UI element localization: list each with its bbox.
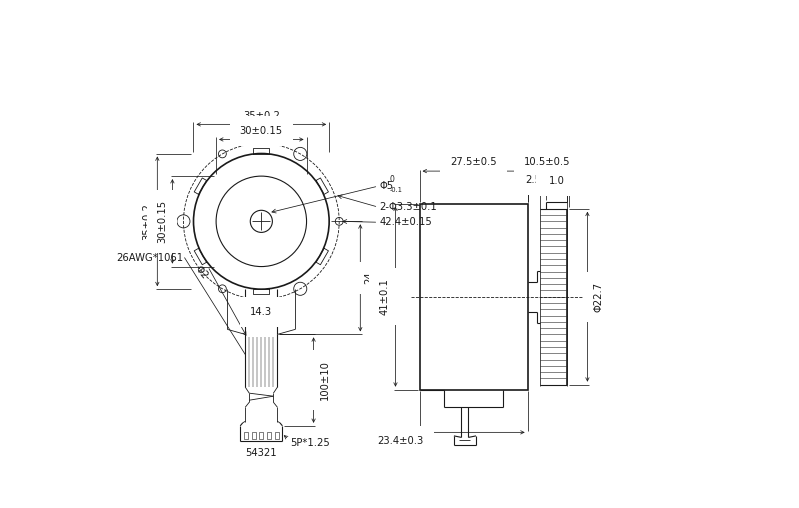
Text: 26AWG*1061: 26AWG*1061 [117, 252, 184, 263]
Text: 24: 24 [364, 272, 375, 284]
Bar [419, 204, 527, 390]
Text: 6.0: 6.0 [546, 175, 562, 184]
Text: 42.4±0.15: 42.4±0.15 [380, 217, 432, 227]
Text: Φ5: Φ5 [380, 181, 394, 191]
Text: 2.5: 2.5 [526, 175, 542, 184]
Text: 5P*1.25: 5P*1.25 [290, 438, 330, 449]
Bar [244, 432, 248, 439]
Bar [260, 432, 264, 439]
Text: 35±0.2: 35±0.2 [142, 203, 153, 240]
Text: 14.3: 14.3 [250, 307, 272, 317]
Text: 2-Φ3.3±0.1: 2-Φ3.3±0.1 [380, 202, 437, 212]
Text: -0.1: -0.1 [390, 187, 403, 193]
Bar [252, 432, 256, 439]
Bar [267, 432, 271, 439]
Text: 30±0.15: 30±0.15 [157, 200, 167, 243]
Text: 30±0.15: 30±0.15 [240, 126, 283, 137]
Text: 10.5±0.5: 10.5±0.5 [524, 157, 570, 167]
Text: 54321: 54321 [245, 449, 277, 458]
Text: 41±0.1: 41±0.1 [380, 278, 389, 315]
Text: 27.5±0.5: 27.5±0.5 [451, 157, 497, 167]
Text: 0: 0 [390, 175, 395, 183]
Text: 1.0: 1.0 [549, 176, 564, 186]
Text: 100±10: 100±10 [320, 360, 330, 400]
Text: 35±0.2: 35±0.2 [243, 111, 280, 121]
Text: Φ22.7: Φ22.7 [594, 281, 603, 312]
Text: Φ2: Φ2 [193, 264, 210, 281]
Bar [275, 432, 279, 439]
Text: 23.4±0.3: 23.4±0.3 [377, 436, 423, 447]
